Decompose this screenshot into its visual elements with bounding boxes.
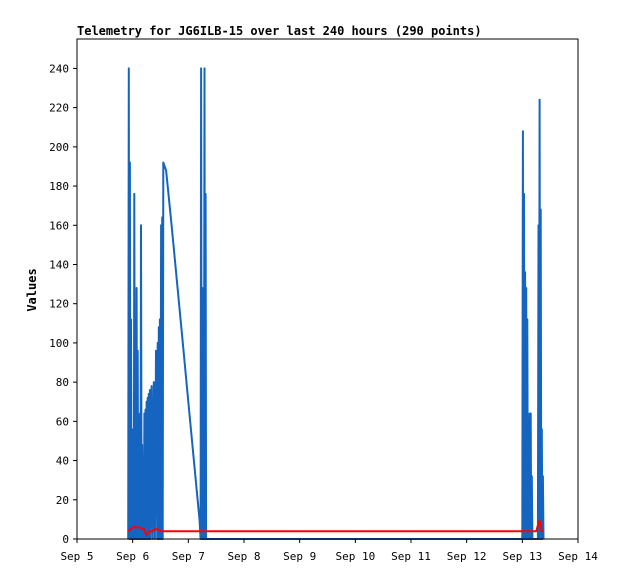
y-tick-label: 220 — [49, 102, 69, 115]
y-tick-label: 100 — [49, 337, 69, 350]
y-tick-label: 120 — [49, 298, 69, 311]
x-tick-label: Sep 13 — [502, 550, 542, 563]
y-axis: 0 20 40 60 80 100 120 140 160 180 200 220 240 — [49, 62, 77, 546]
x-tick-label: Sep 5 — [60, 550, 93, 563]
x-axis: Sep 5 Sep 6 Sep 7 Sep 8 Sep 9 Sep 10 Sep 11 Sep… — [60, 539, 598, 563]
x-tick-label: Sep 14 — [558, 550, 598, 563]
y-tick-label: 180 — [49, 180, 69, 193]
y-tick-label: 20 — [56, 494, 69, 507]
series-line-1 — [127, 67, 545, 540]
x-tick-label: Sep 6 — [116, 550, 149, 563]
x-tick-label: Sep 8 — [227, 550, 260, 563]
x-tick-label: Sep 9 — [283, 550, 316, 563]
x-tick-label: Sep 11 — [391, 550, 431, 563]
series-line-2 — [127, 520, 544, 537]
y-tick-label: 240 — [49, 62, 69, 75]
x-tick-label: Sep 12 — [447, 550, 487, 563]
series-layer — [127, 67, 545, 540]
y-tick-label: 200 — [49, 141, 69, 154]
y-axis-label: Values — [25, 268, 39, 311]
y-tick-label: 60 — [56, 415, 69, 428]
y-tick-label: 40 — [56, 455, 69, 468]
x-tick-label: Sep 7 — [172, 550, 205, 563]
y-tick-label: 80 — [56, 376, 69, 389]
plot-frame — [76, 38, 579, 540]
y-tick-label: 160 — [49, 219, 69, 232]
chart-title: Telemetry for JG6ILB-15 over last 240 ho… — [77, 24, 482, 38]
x-tick-label: Sep 10 — [335, 550, 375, 563]
y-tick-label: 140 — [49, 258, 69, 271]
y-tick-label: 0 — [62, 533, 69, 546]
